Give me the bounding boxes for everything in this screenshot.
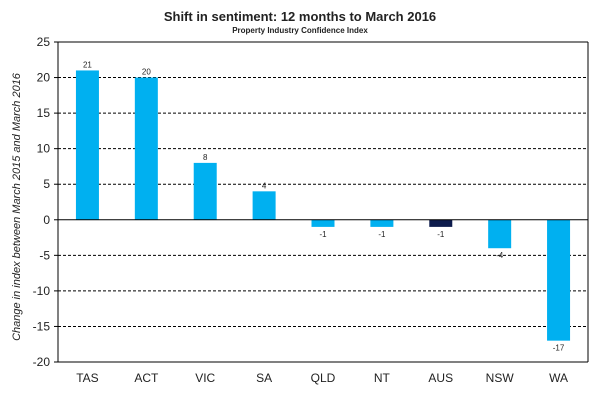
data-label: -1 [378, 230, 386, 239]
bar-qld [311, 219, 335, 227]
chart-subtitle: Property Industry Confidence Index [232, 26, 368, 35]
data-label: -1 [437, 230, 445, 239]
x-tick-label: WA [549, 371, 568, 385]
x-tick-label: NSW [486, 371, 515, 385]
labels: 25 20 15 10 5 0 -5 -10 -15 -20 21 TAS 20 ACT 8 VIC 4 SA -1… [33, 35, 568, 385]
data-label: 4 [262, 181, 267, 190]
data-label: -17 [553, 344, 565, 353]
y-tick-label: 20 [37, 71, 51, 85]
y-axis-label: Change in index between March 2015 and M… [11, 72, 23, 341]
x-tick-label: ACT [134, 371, 159, 385]
y-tick-label: 10 [37, 142, 51, 156]
data-label: -4 [496, 251, 504, 260]
y-tick-label: 5 [43, 177, 50, 191]
bar-wa [547, 219, 571, 341]
bar-nt [370, 219, 394, 227]
y-tick-label: -20 [33, 355, 51, 369]
y-tick-label: 0 [43, 213, 50, 227]
bar-sa [252, 191, 276, 220]
y-tick-label: -15 [33, 319, 51, 333]
gridlines [58, 41, 588, 327]
data-label: 21 [83, 60, 92, 69]
x-tick-label: NT [374, 371, 391, 385]
data-label: -1 [319, 230, 327, 239]
x-tick-label: VIC [195, 371, 215, 385]
bars [75, 70, 571, 341]
y-tick-label: -10 [33, 284, 51, 298]
data-label: 8 [203, 153, 208, 162]
bar-act [134, 77, 158, 220]
data-label: 20 [142, 68, 151, 77]
x-tick-label: AUS [428, 371, 453, 385]
x-tick-label: TAS [76, 371, 98, 385]
chart-title: Shift in sentiment: 12 months to March 2… [164, 9, 436, 24]
bar-nsw [488, 219, 512, 249]
axes [54, 41, 589, 363]
y-tick-label: 15 [37, 106, 51, 120]
y-tick-label: -5 [39, 248, 50, 262]
x-tick-label: QLD [311, 371, 336, 385]
bar-aus [429, 219, 453, 227]
x-tick-label: SA [256, 371, 272, 385]
bar-vic [193, 162, 217, 220]
y-tick-label: 25 [37, 35, 51, 49]
bar-tas [75, 70, 99, 220]
